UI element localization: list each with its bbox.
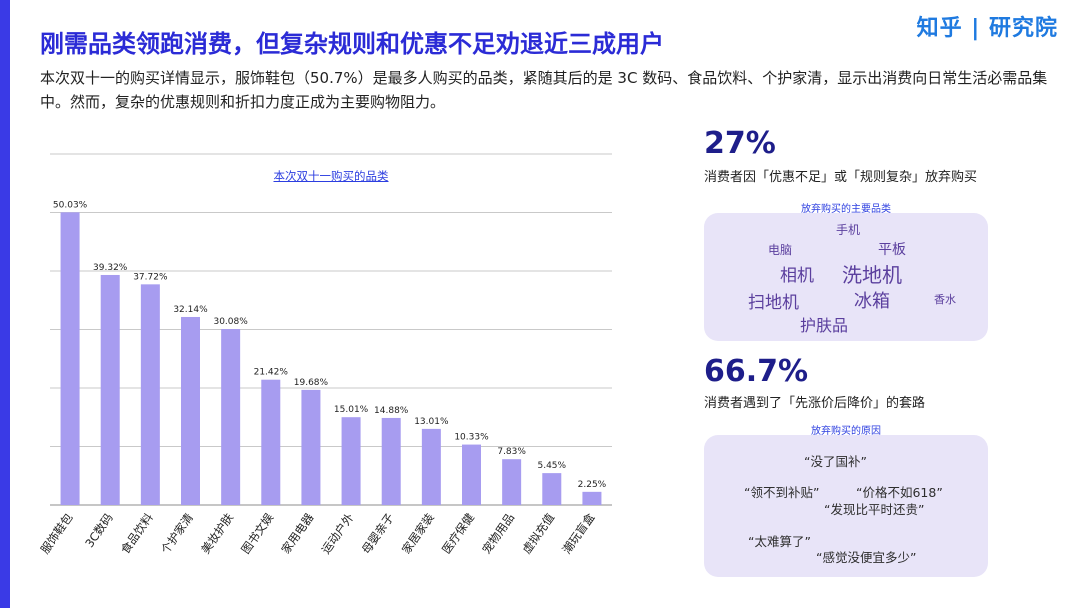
- wordcloud-term: 冰箱: [854, 291, 890, 312]
- bar-value-label: 2.25%: [578, 480, 607, 490]
- page-title: 刚需品类领跑消费，但复杂规则和优惠不足劝退近三成用户: [40, 30, 664, 58]
- reason-quote: “感觉没便宜多少”: [816, 550, 917, 565]
- wordcloud-term: 洗地机: [842, 263, 902, 287]
- chart-canvas: 50.03% 服饰鞋包 39.32% 3C数码 37.72% 食品饮料 32.14% 个护家清…: [40, 153, 612, 557]
- bar: [301, 389, 321, 505]
- abandon-reasons-title: 放弃购买的原因: [811, 426, 881, 437]
- bar-value-label: 50.03%: [53, 200, 88, 210]
- bar: [100, 274, 120, 505]
- zhihu-research-logo: 知乎 | 研究院: [916, 16, 1058, 41]
- bar: [421, 428, 441, 505]
- bar: [502, 459, 522, 505]
- bar: [462, 444, 481, 505]
- wordcloud-term: 平板: [878, 242, 906, 258]
- abandon-categories-wordcloud: 手机电脑 平板相机 洗地机扫地机 冰箱 香水护肤品: [704, 213, 988, 341]
- category-tick-label: 个护家清: [158, 511, 196, 557]
- bar: [381, 417, 401, 505]
- bar: [140, 284, 160, 505]
- reason-quote: “没了国补”: [804, 454, 867, 469]
- bar: [261, 379, 281, 505]
- accent-sidebar: [0, 0, 10, 608]
- wordcloud-term: 手机: [836, 223, 861, 237]
- reason-quote: “太难算了”: [748, 534, 811, 549]
- category-tick-label: 3C数码: [82, 511, 115, 550]
- reason-quote: “发现比平时还贵”: [824, 502, 925, 517]
- category-tick-label: 家用电器: [279, 510, 317, 556]
- reason-quote: “价格不如618”: [856, 485, 943, 500]
- chart-title: 本次双十一购买的品类: [273, 169, 389, 183]
- bar-value-label: 15.01%: [334, 405, 369, 415]
- bar-value-label: 37.72%: [133, 272, 168, 282]
- bar: [221, 329, 241, 505]
- bar-value-label: 21.42%: [254, 368, 289, 378]
- bar-value-label: 19.68%: [294, 378, 329, 388]
- wordcloud-term: 电脑: [768, 243, 793, 257]
- bar-value-label: 32.14%: [173, 305, 208, 315]
- stat-abandon-desc: 消费者因「优惠不足」或「规则复杂」放弃购买: [704, 170, 978, 185]
- category-tick-label: 家居家装: [399, 510, 437, 556]
- category-tick-label: 母婴亲子: [359, 511, 397, 557]
- category-tick-label: 潮玩盲盒: [560, 510, 598, 556]
- bar: [341, 417, 361, 505]
- stat-abandon-percent: 27%: [704, 126, 776, 161]
- bar: [181, 316, 200, 505]
- bar-value-label: 10.33%: [454, 433, 489, 443]
- bar: [542, 473, 562, 505]
- category-tick-label: 服饰鞋包: [40, 510, 76, 556]
- abandon-categories-title: 放弃购买的主要品类: [801, 204, 891, 215]
- category-tick-label: 宠物用品: [479, 511, 517, 557]
- category-tick-label: 运动户外: [319, 510, 357, 556]
- category-tick-label: 美妆护肤: [198, 510, 236, 556]
- page-subtitle: 本次双十一的购买详情显示，服饰鞋包（50.7%）是最多人购买的品类，紧随其后的是…: [40, 69, 1048, 111]
- category-tick-label: 图书文娱: [238, 510, 276, 556]
- abandon-reasons-box: “没了国补” “领不到补贴” “价格不如618” “发现比平时还贵” “太难算了” “感觉…: [704, 435, 988, 577]
- bar-value-label: 13.01%: [414, 417, 449, 427]
- reason-quote: “领不到补贴”: [744, 485, 820, 500]
- category-bar-chart: 50.03% 服饰鞋包 39.32% 3C数码 37.72% 食品饮料 32.14% 个护家清…: [40, 148, 622, 603]
- bar-value-label: 7.83%: [497, 447, 526, 457]
- bar-value-label: 14.88%: [374, 406, 409, 416]
- bar-value-label: 30.08%: [213, 317, 248, 327]
- category-tick-label: 虚拟充值: [519, 510, 557, 556]
- bar-value-label: 39.32%: [93, 263, 128, 273]
- wordcloud-term: 香水: [934, 293, 956, 306]
- stat-price-trick-desc: 消费者遇到了「先涨价后降价」的套路: [704, 396, 926, 411]
- stat-price-trick-percent: 66.7%: [704, 354, 809, 389]
- category-tick-label: 食品饮料: [118, 510, 156, 556]
- wordcloud-term: 相机: [780, 266, 814, 286]
- bar: [582, 491, 602, 505]
- wordcloud-term: 护肤品: [800, 316, 849, 335]
- category-tick-label: 医疗保健: [439, 510, 477, 556]
- bar-value-label: 5.45%: [537, 461, 566, 471]
- bar: [60, 212, 80, 505]
- wordcloud-term: 扫地机: [748, 293, 799, 313]
